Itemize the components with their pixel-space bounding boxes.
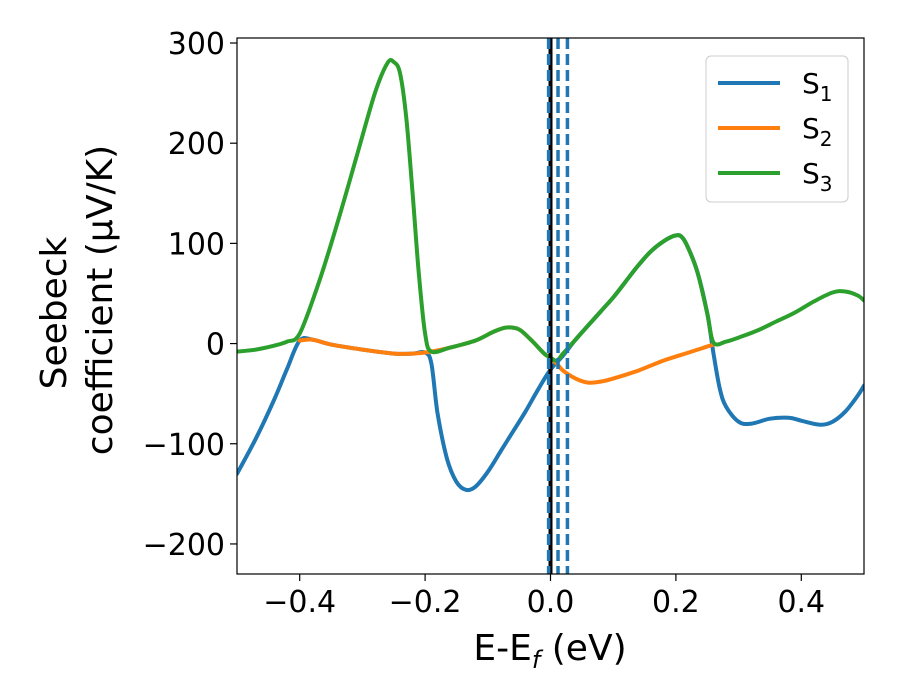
legend: S1 S2 S3 [705,55,849,203]
y-axis-title-line2: coefficient (μV/K) [80,145,121,455]
series-line-s3 [237,57,864,363]
x-tick-label: 0.4 [777,585,825,620]
y-tick-label: 100 [168,227,225,262]
x-tick-label: −0.2 [389,585,462,620]
series-line-s2 [297,325,716,385]
legend-label-s2: S2 [802,112,833,151]
y-axis-title-line1: Seebeck [34,236,75,389]
legend-label-s3: S3 [802,157,833,196]
y-tick-label: −200 [143,528,225,563]
y-tick-label: 200 [168,127,225,162]
x-axis-ticks: −0.4 −0.2 0.0 0.2 0.4 [263,574,825,620]
y-tick-label: −100 [143,428,225,463]
x-tick-label: 0.2 [652,585,700,620]
legend-label-s1: S1 [802,67,833,106]
x-tick-label: −0.4 [263,585,336,620]
x-axis-title: E-Ef (eV) [473,628,626,674]
y-axis-ticks: −200 −100 0 100 200 300 [143,27,237,563]
x-axis-title-unit: (eV) [540,628,626,669]
y-tick-label: 0 [206,328,225,363]
x-tick-label: 0.0 [527,585,575,620]
y-tick-label: 300 [168,27,225,62]
x-axis-title-main: E-E [473,628,531,669]
plot-area [237,38,864,574]
